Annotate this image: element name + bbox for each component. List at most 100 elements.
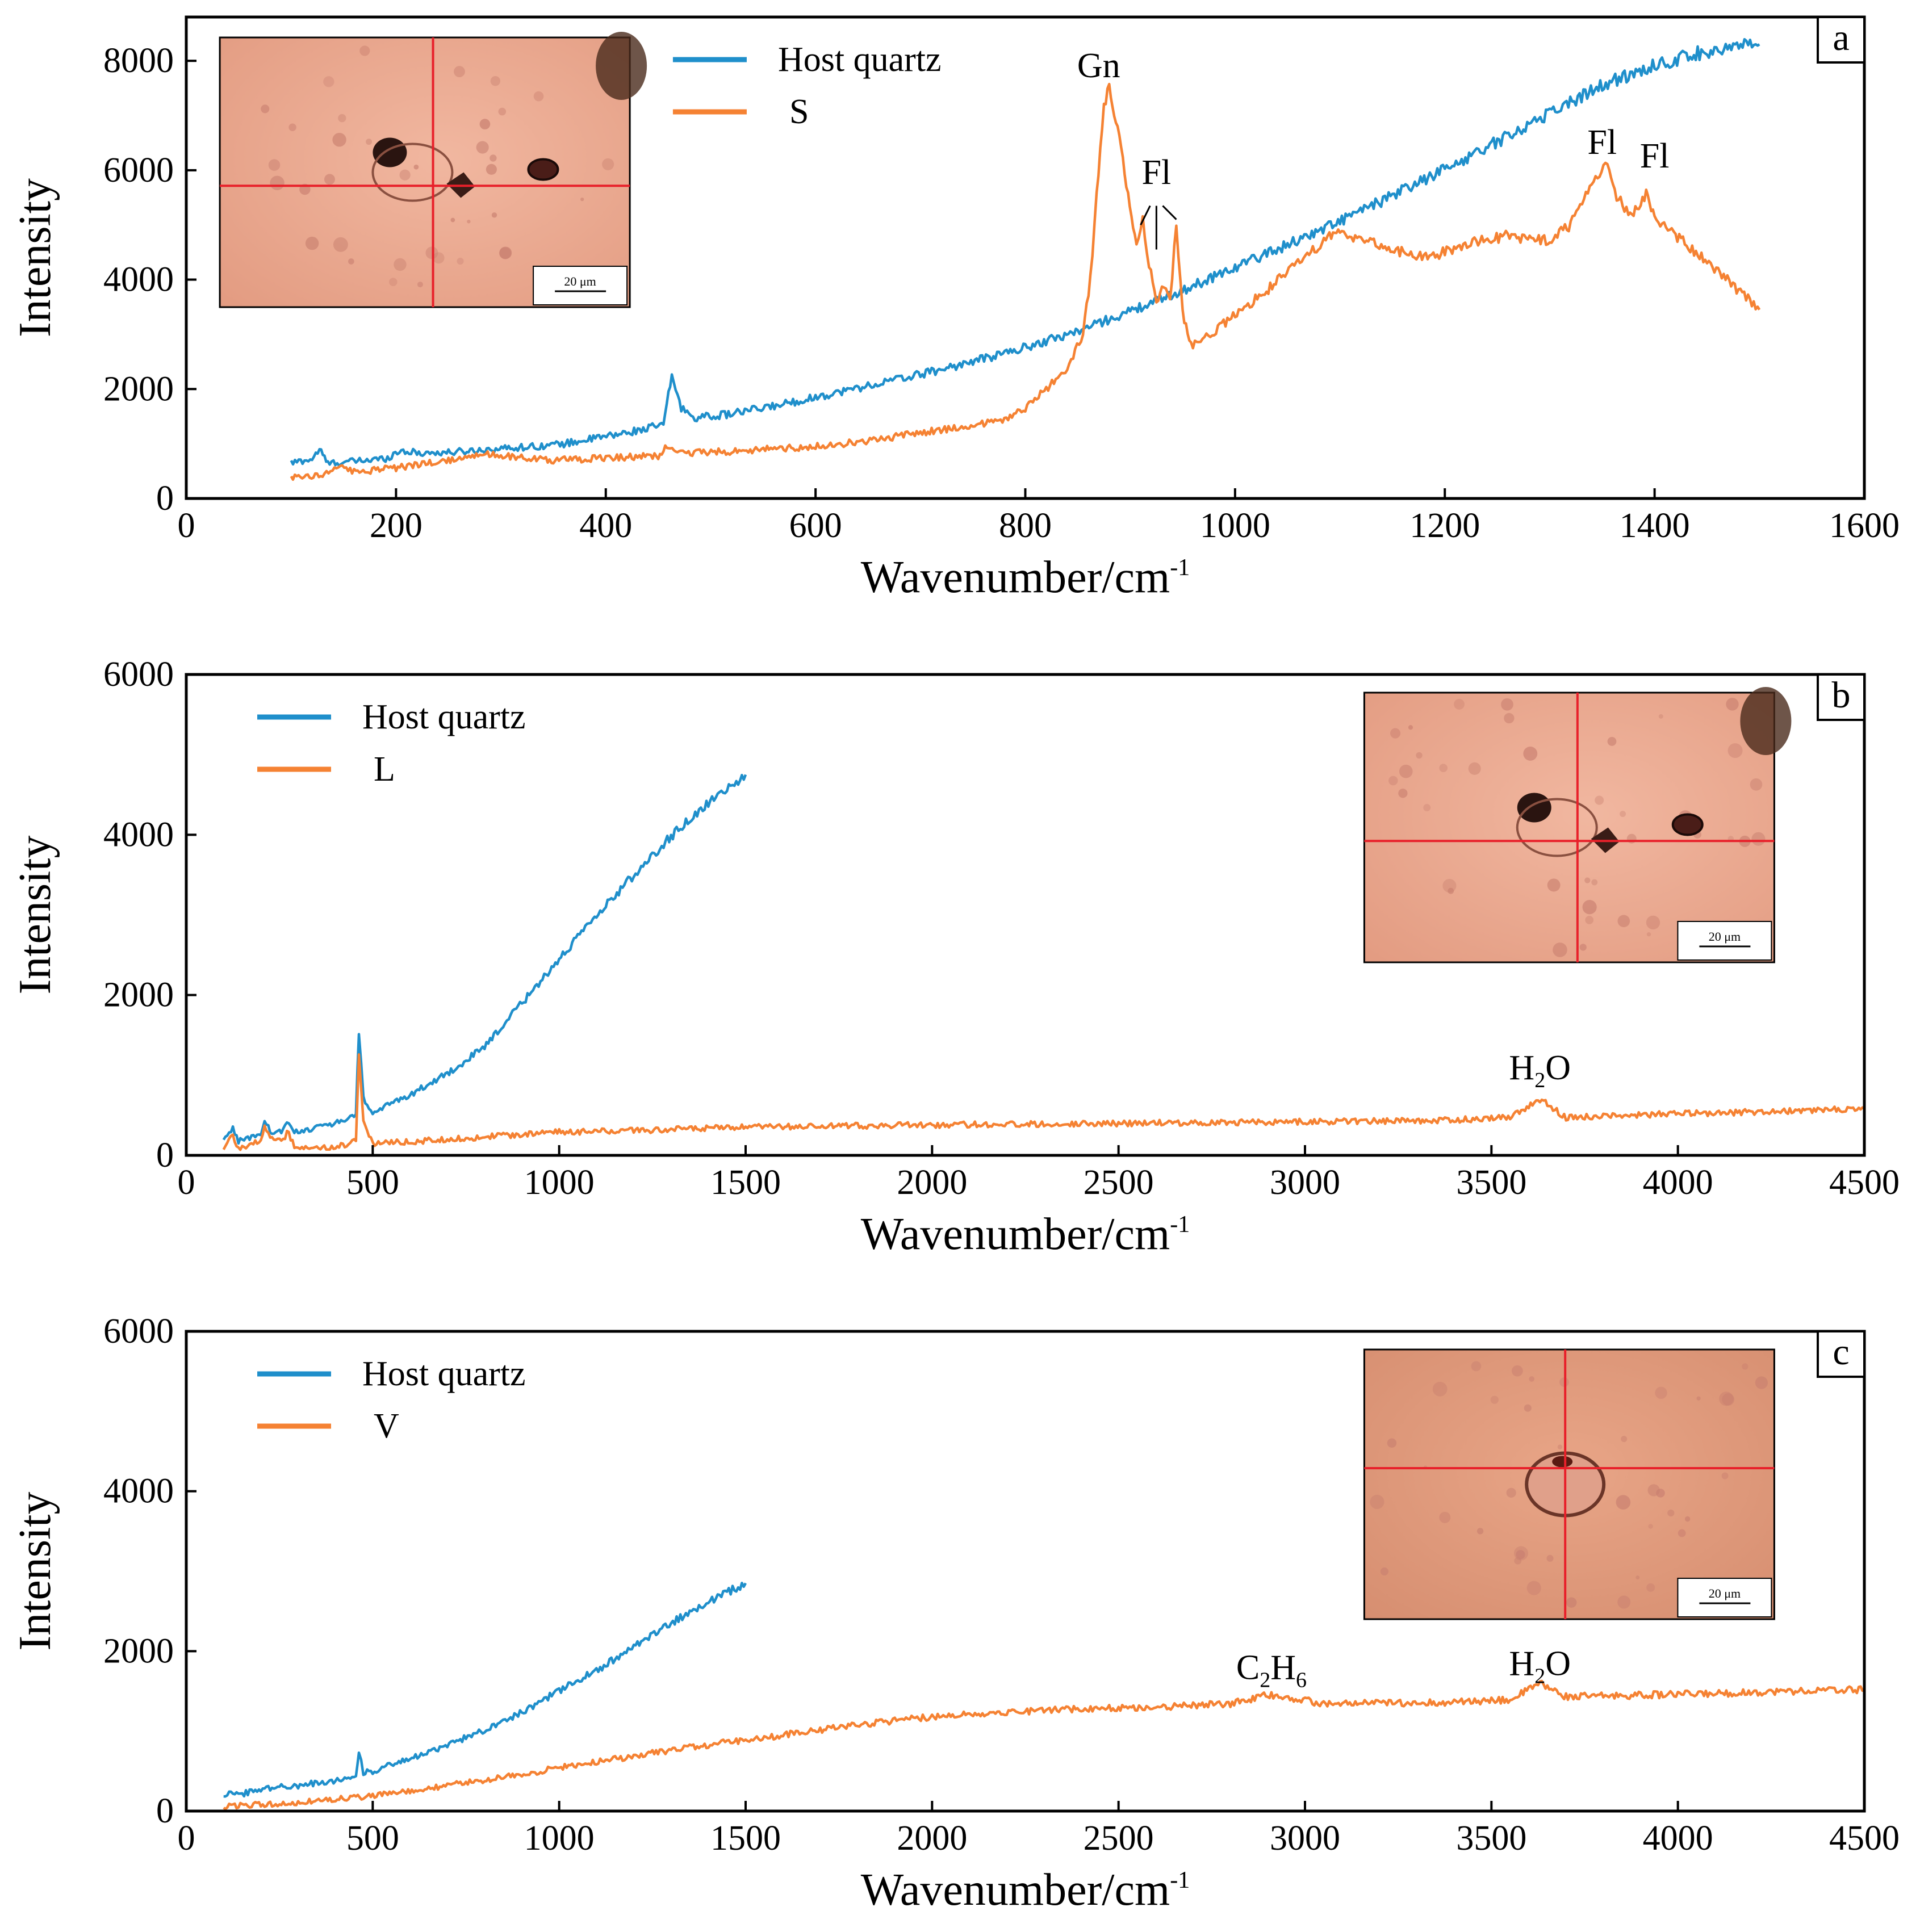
- x-tick-label: 4000: [1643, 1819, 1713, 1858]
- legend-label: S: [789, 93, 809, 131]
- micrograph-speck: [1439, 764, 1448, 773]
- x-tick-label: 4000: [1643, 1163, 1713, 1202]
- x-tick-label: 400: [579, 506, 632, 545]
- series-line-v: [223, 1679, 1864, 1811]
- micrograph-speck: [1617, 915, 1630, 928]
- micrograph-speck: [1635, 1575, 1640, 1579]
- micrograph-speck: [1448, 887, 1454, 894]
- micrograph-speck: [1506, 1487, 1516, 1498]
- peak-annotation: Gn: [1077, 47, 1120, 85]
- micrograph-speck: [454, 66, 465, 77]
- annotation-leader-line: [1162, 205, 1177, 220]
- panel-letter: c: [1833, 1331, 1849, 1373]
- micrograph-speck: [1595, 795, 1604, 805]
- micrograph-speck: [1726, 698, 1739, 711]
- dark-grain: [1740, 687, 1792, 755]
- micrograph-speck: [1647, 1484, 1660, 1497]
- micrograph-speck: [1607, 737, 1617, 746]
- y-tick-label: 4000: [103, 1472, 174, 1511]
- y-tick-label: 2000: [103, 976, 174, 1015]
- series-line-s: [290, 82, 1761, 481]
- scale-bar-box: [533, 266, 628, 305]
- micrograph-speck: [417, 282, 423, 288]
- micrograph-speck: [1398, 789, 1408, 798]
- micrograph-speck: [1617, 1595, 1631, 1609]
- x-tick-label: 3000: [1270, 1819, 1340, 1858]
- micrograph-speck: [389, 278, 398, 286]
- series-line-host-quartz: [223, 1582, 747, 1798]
- x-tick-label: 1500: [710, 1819, 781, 1858]
- x-tick-label: 500: [346, 1819, 399, 1858]
- series-line-l: [222, 1053, 1864, 1151]
- legend: Host quartz S: [672, 40, 941, 131]
- y-tick-label: 6000: [103, 1312, 174, 1351]
- micrograph-speck: [1416, 752, 1423, 759]
- micrograph-speck: [348, 258, 354, 265]
- x-tick-label: 1000: [524, 1819, 595, 1858]
- micrograph-speck: [324, 174, 335, 185]
- peak-annotation: Fl: [1640, 137, 1670, 175]
- x-tick-label: 2000: [897, 1163, 967, 1202]
- x-tick-label: 800: [999, 506, 1052, 545]
- micrograph-speck: [1646, 915, 1660, 930]
- micrograph-speck: [1755, 1376, 1768, 1389]
- micrograph-speck: [1471, 1361, 1482, 1372]
- micrograph-speck: [1751, 832, 1766, 846]
- panel-letter-box: [1817, 1330, 1865, 1378]
- micrograph-speck: [450, 217, 455, 223]
- peak-annotation: Fl: [1142, 153, 1172, 192]
- micrograph-speck: [1742, 1363, 1749, 1370]
- series-line-host-quartz: [222, 774, 747, 1145]
- x-tick-label: 200: [370, 506, 423, 545]
- x-tick-label: 3500: [1456, 1163, 1526, 1202]
- micrograph-speck: [1719, 1392, 1734, 1406]
- plot-frame: [185, 673, 1866, 1157]
- x-tick-label: 3000: [1270, 1163, 1340, 1202]
- micrograph-speck: [261, 104, 270, 114]
- y-axis-label: Intensity: [10, 1492, 60, 1651]
- inset-micrograph: 20 μm: [1363, 687, 1792, 963]
- y-tick-label: 0: [156, 1136, 174, 1175]
- x-tick-label: 1000: [524, 1163, 595, 1202]
- micrograph-speck: [1501, 698, 1513, 711]
- y-axis-label: Intensity: [10, 178, 60, 337]
- y-tick-label: 4000: [103, 261, 174, 299]
- micrograph-speck: [270, 175, 285, 190]
- inclusion-bubble: [1552, 1456, 1573, 1468]
- legend-label: L: [374, 750, 395, 789]
- micrograph-speck: [1529, 1376, 1535, 1382]
- peak-annotation: Fl: [1587, 123, 1617, 162]
- micrograph-speck: [476, 141, 489, 154]
- inset-micrograph: 20 μm: [1363, 1348, 1775, 1620]
- y-tick-label: 2000: [103, 370, 174, 408]
- micrograph-speck: [413, 164, 419, 170]
- micrograph-speck: [1579, 944, 1587, 951]
- micrograph-speck: [323, 76, 334, 87]
- inset-micrograph: 20 μm: [219, 32, 647, 308]
- micrograph-speck: [268, 159, 281, 171]
- micrograph-speck: [1658, 714, 1663, 719]
- y-tick-label: 6000: [103, 151, 174, 190]
- micrograph-speck: [1514, 1557, 1522, 1565]
- x-tick-label: 4500: [1829, 1163, 1900, 1202]
- x-tick-label: 4500: [1829, 1819, 1900, 1858]
- micrograph-speck: [1380, 1567, 1389, 1576]
- x-tick-label: 2000: [897, 1819, 967, 1858]
- fluid-inclusion: [1516, 798, 1598, 857]
- legend-label: Host quartz: [362, 1355, 526, 1393]
- micrograph-speck: [490, 76, 501, 86]
- micrograph-speck: [1667, 1509, 1675, 1517]
- micrograph-speck: [1678, 1529, 1686, 1537]
- y-tick-label: 0: [156, 479, 174, 518]
- scale-bar-label: 20 μm: [564, 274, 596, 288]
- micrograph-speck: [332, 133, 346, 147]
- micrograph-speck: [1476, 1528, 1484, 1535]
- micrograph-speck: [499, 246, 512, 259]
- scale-bar-box: [1677, 1578, 1772, 1617]
- micrograph-speck: [1512, 1365, 1523, 1377]
- micrograph-speck: [498, 107, 507, 116]
- panel-letter-box: [1817, 16, 1865, 64]
- micrograph-speck: [1439, 1511, 1451, 1523]
- peak-annotation: C2H6: [1236, 1649, 1307, 1692]
- x-tick-label: 1000: [1200, 506, 1270, 545]
